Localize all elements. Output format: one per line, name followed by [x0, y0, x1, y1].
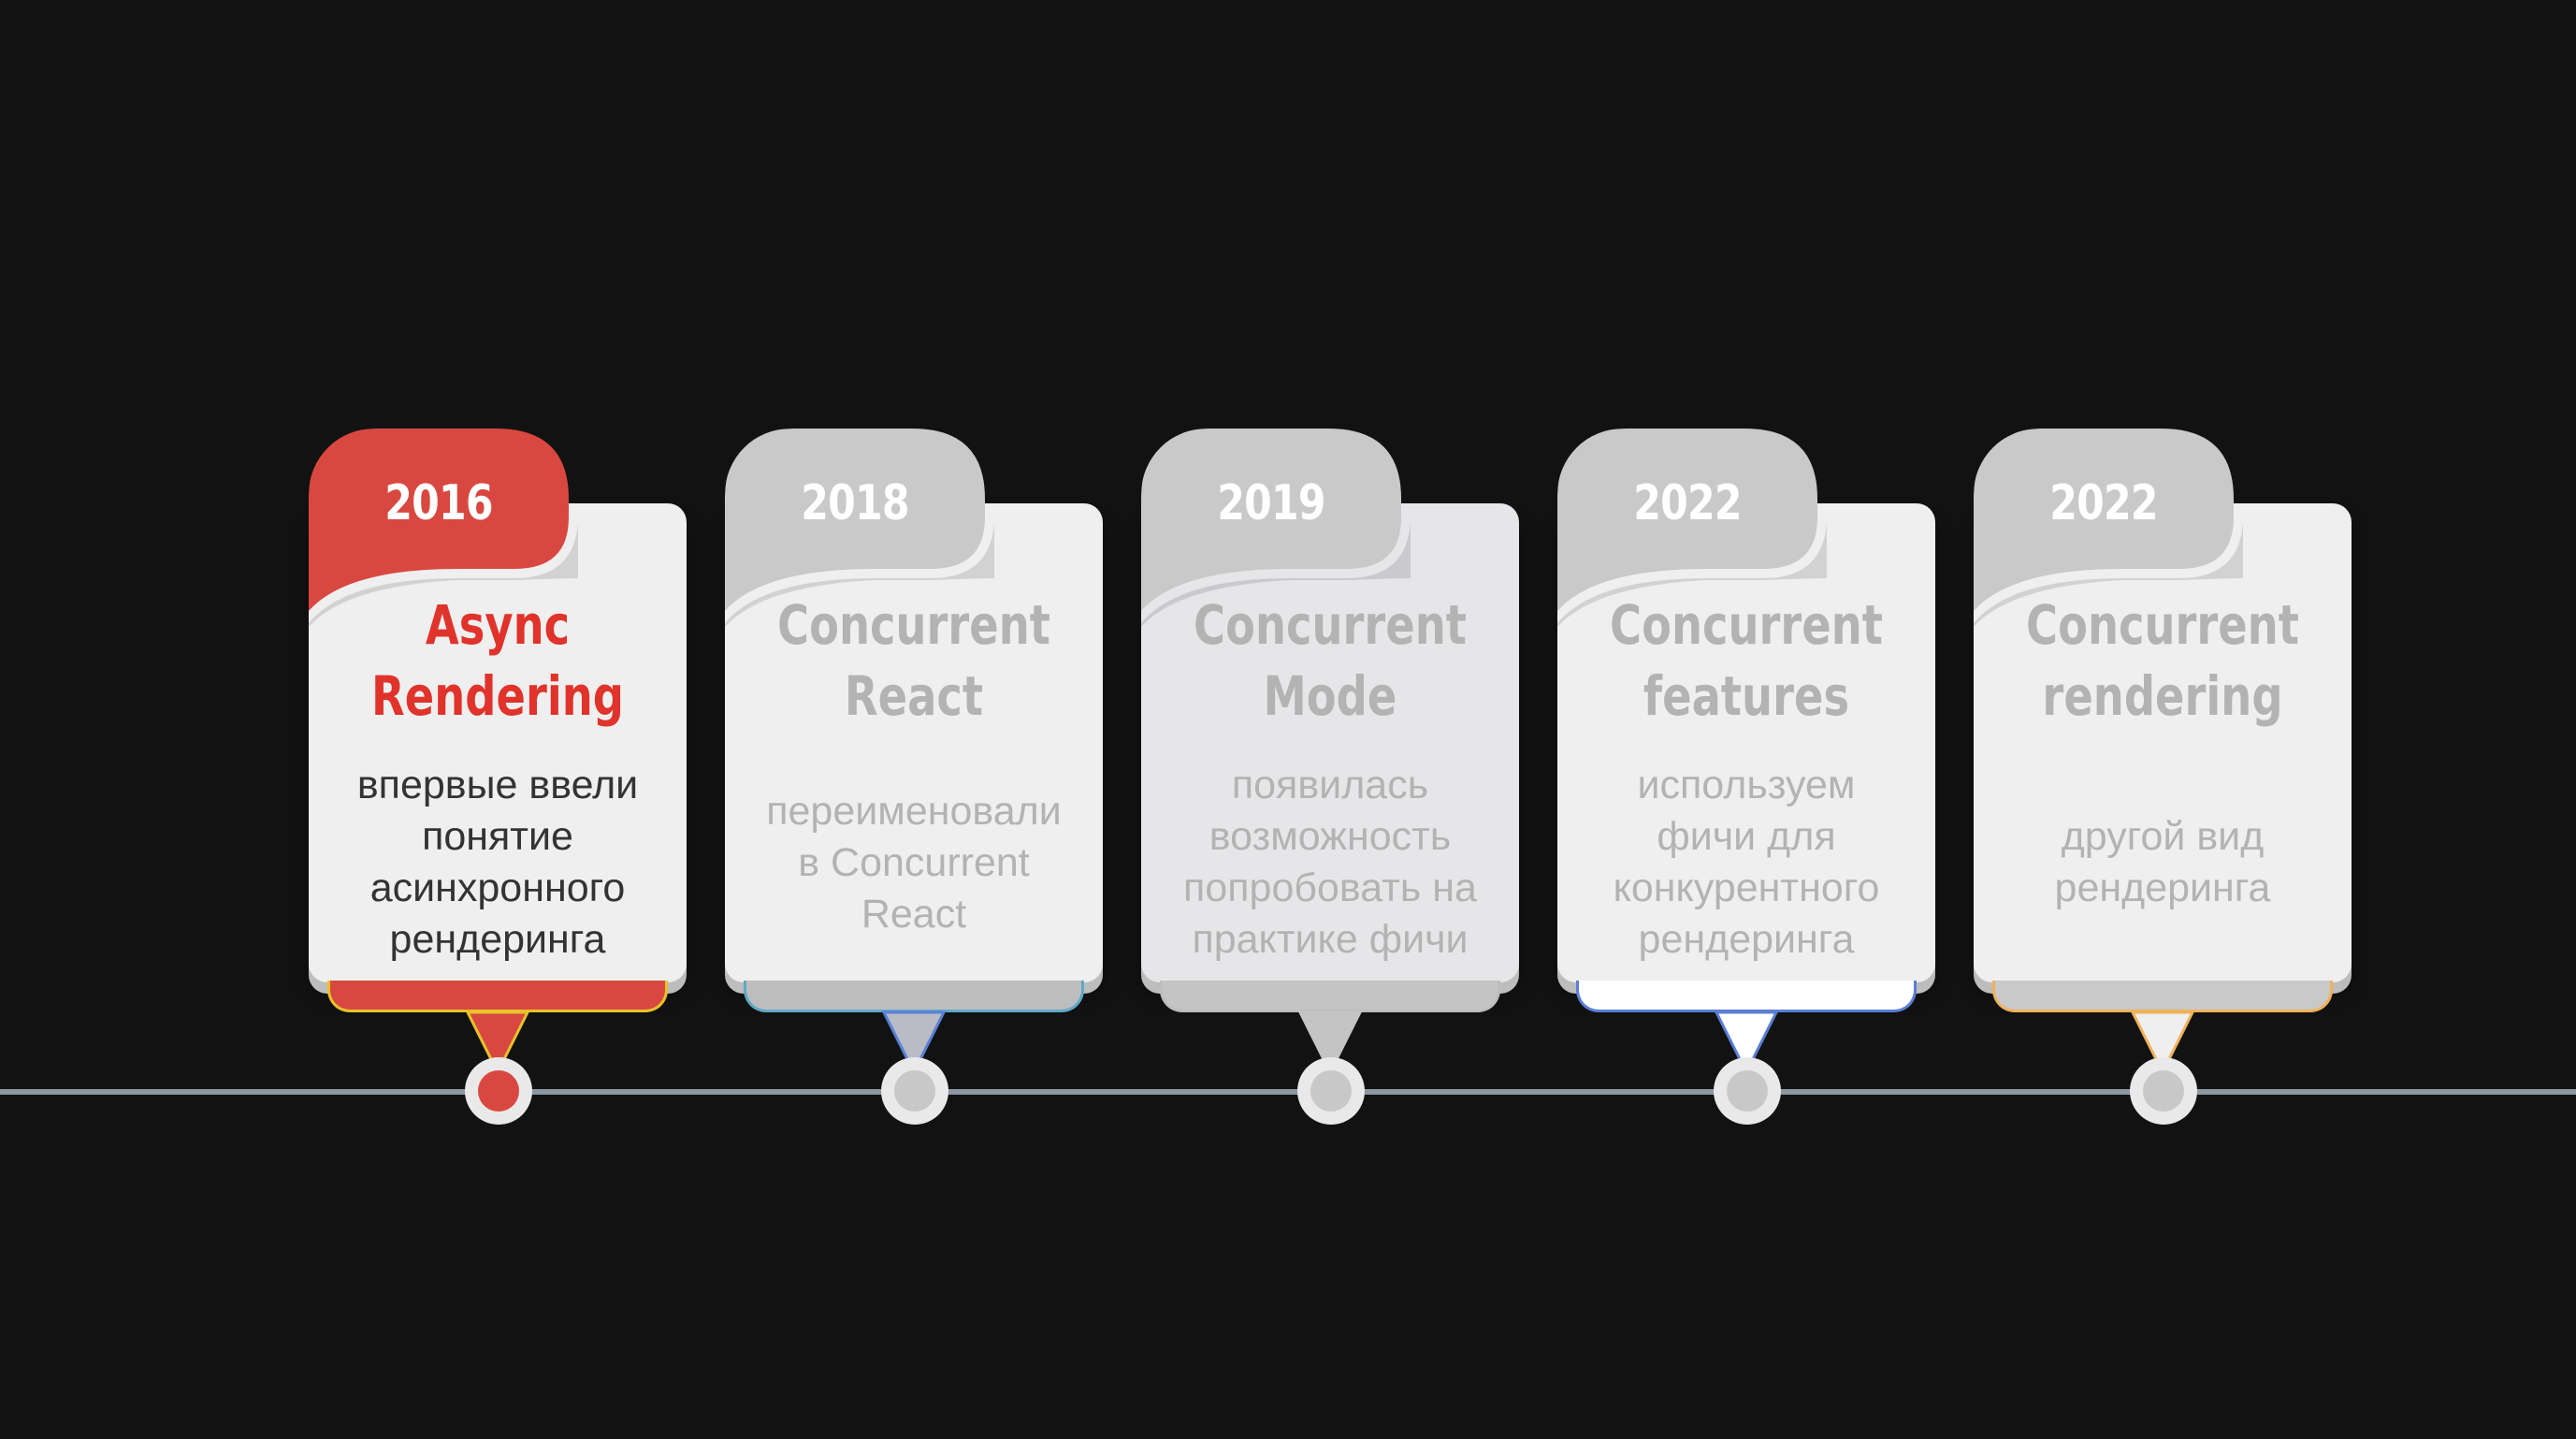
- card-body: [1557, 503, 1935, 982]
- card-title: Concurrent React: [762, 589, 1064, 732]
- timeline-card[interactable]: 2016 Async Rendering впервые ввели понятие ас…: [309, 429, 687, 1125]
- card-pointer-shape: [465, 1010, 530, 1076]
- card-pointer-shape: [1714, 1010, 1779, 1076]
- card-description-line: конкурентного: [1613, 865, 1880, 910]
- card-description-line: другой вид: [2061, 814, 2265, 859]
- card-description-line: рендеринга: [389, 917, 606, 962]
- card-title: Concurrent rendering: [2011, 589, 2313, 732]
- card-pointer: [1714, 1010, 1779, 1076]
- timeline-pin-dot: [1310, 1070, 1352, 1112]
- card-description-line: попробовать на: [1183, 865, 1477, 910]
- year-tab-shape: [1141, 429, 1411, 662]
- timeline-pin[interactable]: [1714, 1057, 1781, 1125]
- year-tab: [725, 429, 1103, 662]
- year-tab-shape: [725, 429, 994, 662]
- card-description-line: асинхронного: [369, 865, 626, 910]
- card-description-line: React: [861, 891, 967, 937]
- card-body: [1141, 503, 1519, 982]
- card-description-line: рендеринга: [2054, 865, 2271, 910]
- timeline-axis: [0, 1089, 2576, 1095]
- card-pointer: [881, 1010, 947, 1076]
- card-description-line: практике фичи: [1192, 917, 1469, 962]
- card-title-line: features: [1643, 664, 1850, 728]
- card-foot: [1160, 981, 1500, 1012]
- card-foot: [1992, 981, 2333, 1012]
- card-body: [1974, 503, 2352, 982]
- timeline-pin[interactable]: [465, 1057, 532, 1125]
- card-title-line: Mode: [1263, 664, 1397, 728]
- card-pointer-shape: [1297, 1010, 1363, 1076]
- year-tab-fill: [1557, 429, 1817, 662]
- card-pointer: [1297, 1010, 1363, 1076]
- card-pointer: [2130, 1010, 2195, 1076]
- year-label: 2016: [384, 475, 493, 531]
- card-foot: [744, 981, 1084, 1012]
- timeline-pin[interactable]: [881, 1057, 948, 1125]
- card-description: впервые ввели понятие асинхронного рендерин…: [327, 760, 668, 966]
- year-tab-fill: [1141, 429, 1401, 662]
- timeline-pin[interactable]: [2130, 1057, 2197, 1125]
- timeline-card[interactable]: 2022 Concurrent rendering другой вид рендери…: [1974, 429, 2352, 1125]
- year-tab-shape: [1557, 429, 1827, 662]
- card-pointer: [465, 1010, 530, 1076]
- card-title-line: Concurrent: [2026, 593, 2299, 657]
- timeline-pin-dot: [894, 1070, 935, 1112]
- year-tab-fill: [725, 429, 985, 662]
- card-title-line: Concurrent: [777, 593, 1050, 657]
- card-title: Async Rendering: [346, 589, 648, 732]
- timeline-pin-dot: [478, 1070, 519, 1112]
- card-body: [725, 503, 1103, 982]
- card-title-line: Concurrent: [1194, 593, 1467, 657]
- card-pointer-shape: [881, 1010, 947, 1076]
- year-tab: [1141, 429, 1519, 662]
- year-tab-shape: [309, 429, 578, 662]
- card-description-line: рендеринга: [1638, 917, 1855, 962]
- card-title-line: Rendering: [371, 664, 624, 728]
- card-title-line: rendering: [2042, 664, 2283, 728]
- card-title: Concurrent Mode: [1179, 589, 1481, 732]
- timeline-pin-dot: [1727, 1070, 1768, 1112]
- card-description: переименовали в Concurrent React: [744, 786, 1084, 940]
- year-tab: [1557, 429, 1935, 662]
- card-title: Concurrent features: [1595, 589, 1897, 732]
- year-tab: [309, 429, 687, 662]
- year-label: 2022: [2049, 475, 2158, 531]
- year-tab: [1974, 429, 2352, 662]
- card-foot: [327, 981, 668, 1012]
- card-description-line: используем: [1637, 763, 1856, 807]
- card-description-line: понятие: [422, 814, 573, 859]
- card-pointer-shape: [2130, 1010, 2195, 1076]
- timeline-pin[interactable]: [1297, 1057, 1365, 1125]
- year-tab-fill: [1974, 429, 2234, 662]
- timeline-card[interactable]: 2018 Concurrent React переименовали в Concur…: [725, 429, 1103, 1125]
- year-label: 2022: [1633, 475, 1742, 531]
- timeline-pin-dot: [2143, 1070, 2184, 1112]
- card-description-line: появилась: [1231, 763, 1429, 807]
- card-title-line: React: [844, 664, 984, 728]
- timeline-card[interactable]: 2022 Concurrent features используем фичи для…: [1557, 429, 1935, 1125]
- card-foot: [1576, 981, 1917, 1012]
- card-description-line: в Concurrent: [798, 839, 1030, 885]
- card-description-line: впервые ввели: [356, 763, 639, 807]
- card-title-line: Concurrent: [1610, 593, 1883, 657]
- year-label: 2018: [801, 475, 909, 531]
- card-title-line: Async: [425, 593, 571, 657]
- card-description-line: переименовали: [766, 788, 1062, 834]
- card-description: другой вид рендеринга: [1992, 811, 2333, 914]
- card-body: [309, 503, 687, 982]
- card-description: используем фичи для конкурентного рендеринг…: [1576, 760, 1917, 966]
- year-label: 2019: [1217, 475, 1325, 531]
- card-description-line: возможность: [1208, 814, 1452, 859]
- year-tab-shape: [1974, 429, 2243, 662]
- card-description-line: фичи для: [1657, 814, 1836, 859]
- timeline-card[interactable]: 2019 Concurrent Mode появилась возможность по…: [1141, 429, 1519, 1125]
- card-description: появилась возможность попробовать на практи…: [1160, 760, 1500, 966]
- year-tab-fill: [309, 429, 569, 662]
